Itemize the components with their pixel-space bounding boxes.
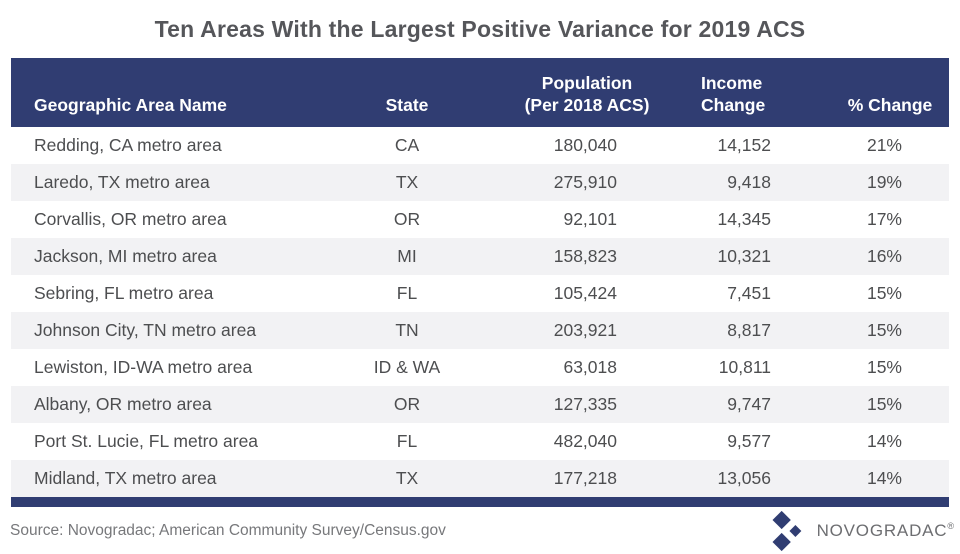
novogradac-diamonds-icon xyxy=(772,510,801,551)
cell-population: 203,921 xyxy=(553,320,617,340)
column-header-population-line2: (Per 2018 ACS) xyxy=(524,94,650,115)
cell-pct-change: 17% xyxy=(866,209,902,229)
cell-pct-change: 15% xyxy=(866,357,902,377)
column-header-income-change: Income Change xyxy=(701,58,831,127)
cell-state: CA xyxy=(394,135,420,155)
table-row: Johnson City, TN metro area TN 203,921 8… xyxy=(11,312,949,349)
cell-income-change: 9,418 xyxy=(727,172,771,192)
cell-geographic-area-name: Sebring, FL metro area xyxy=(34,283,214,303)
novogradac-wordmark-text: NOVOGRADAC xyxy=(816,520,948,540)
table-row: Midland, TX metro area TX 177,218 13,056… xyxy=(11,460,949,497)
cell-income-change: 14,152 xyxy=(717,135,771,155)
cell-population: 177,218 xyxy=(553,468,617,488)
table-row: Corvallis, OR metro area OR 92,101 14,34… xyxy=(11,201,949,238)
cell-pct-change: 14% xyxy=(866,468,902,488)
cell-population: 63,018 xyxy=(563,357,617,377)
cell-geographic-area-name: Jackson, MI metro area xyxy=(34,246,217,266)
cell-population: 482,040 xyxy=(553,431,617,451)
column-header-population-line1: Population xyxy=(541,73,633,94)
table-row: Port St. Lucie, FL metro area FL 482,040… xyxy=(11,423,949,460)
table-bottom-bar xyxy=(11,497,949,507)
table-row: Lewiston, ID-WA metro area ID & WA 63,01… xyxy=(11,349,949,386)
table-header: Geographic Area Name State Population (P… xyxy=(11,58,949,127)
cell-population: 158,823 xyxy=(553,246,617,266)
cell-geographic-area-name: Midland, TX metro area xyxy=(34,468,217,488)
cell-population: 92,101 xyxy=(563,209,617,229)
cell-pct-change: 21% xyxy=(866,135,902,155)
cell-pct-change: 16% xyxy=(866,246,902,266)
column-header-geographic-area-name: Geographic Area Name xyxy=(11,58,341,127)
table-row: Jackson, MI metro area MI 158,823 10,321… xyxy=(11,238,949,275)
cell-income-change: 7,451 xyxy=(727,283,771,303)
cell-geographic-area-name: Johnson City, TN metro area xyxy=(34,320,257,340)
cell-income-change: 14,345 xyxy=(717,209,771,229)
novogradac-wordmark: NOVOGRADAC® xyxy=(817,521,954,541)
cell-state: FL xyxy=(396,283,418,303)
novogradac-logo: NOVOGRADAC® xyxy=(768,509,956,553)
registered-trademark-symbol: ® xyxy=(947,520,954,531)
source-attribution: Source: Novogradac; American Community S… xyxy=(10,521,446,539)
cell-geographic-area-name: Lewiston, ID-WA metro area xyxy=(34,357,253,377)
cell-geographic-area-name: Corvallis, OR metro area xyxy=(34,209,227,229)
cell-income-change: 9,577 xyxy=(727,431,771,451)
cell-pct-change: 19% xyxy=(866,172,902,192)
table-row: Sebring, FL metro area FL 105,424 7,451 … xyxy=(11,275,949,312)
cell-geographic-area-name: Albany, OR metro area xyxy=(34,394,212,414)
column-header-population: Population (Per 2018 ACS) xyxy=(473,58,701,127)
data-table: Geographic Area Name State Population (P… xyxy=(11,58,949,497)
cell-geographic-area-name: Redding, CA metro area xyxy=(34,135,222,155)
column-header-state: State xyxy=(341,58,473,127)
footer: Source: Novogradac; American Community S… xyxy=(0,507,960,554)
table-header-row: Geographic Area Name State Population (P… xyxy=(11,58,949,127)
cell-income-change: 10,811 xyxy=(718,357,771,377)
column-header-income-line1: Income xyxy=(701,73,763,94)
cell-state: ID & WA xyxy=(373,357,441,377)
cell-pct-change: 15% xyxy=(866,283,902,303)
cell-pct-change: 15% xyxy=(866,320,902,340)
cell-state: TX xyxy=(395,172,419,192)
cell-income-change: 10,321 xyxy=(717,246,771,266)
page-title: Ten Areas With the Largest Positive Vari… xyxy=(154,16,806,42)
cell-state: OR xyxy=(393,209,421,229)
cell-income-change: 13,056 xyxy=(717,468,771,488)
cell-state: MI xyxy=(397,246,417,266)
cell-state: TN xyxy=(395,320,419,340)
cell-population: 105,424 xyxy=(553,283,617,303)
cell-state: TX xyxy=(395,468,419,488)
cell-geographic-area-name: Port St. Lucie, FL metro area xyxy=(34,431,259,451)
column-header-pct-change: % Change xyxy=(831,58,949,127)
table-row: Albany, OR metro area OR 127,335 9,747 1… xyxy=(11,386,949,423)
column-header-income-line2: Change xyxy=(701,94,766,115)
cell-population: 275,910 xyxy=(553,172,617,192)
cell-state: OR xyxy=(393,394,421,414)
cell-income-change: 8,817 xyxy=(727,320,771,340)
table-row: Redding, CA metro area CA 180,040 14,152… xyxy=(11,127,949,164)
table-body: Redding, CA metro area CA 180,040 14,152… xyxy=(11,127,949,497)
table-row: Laredo, TX metro area TX 275,910 9,418 1… xyxy=(11,164,949,201)
cell-income-change: 9,747 xyxy=(727,394,771,414)
cell-geographic-area-name: Laredo, TX metro area xyxy=(34,172,210,192)
cell-population: 180,040 xyxy=(553,135,617,155)
cell-pct-change: 14% xyxy=(866,431,902,451)
cell-pct-change: 15% xyxy=(866,394,902,414)
cell-population: 127,335 xyxy=(553,394,617,414)
cell-state: FL xyxy=(396,431,418,451)
